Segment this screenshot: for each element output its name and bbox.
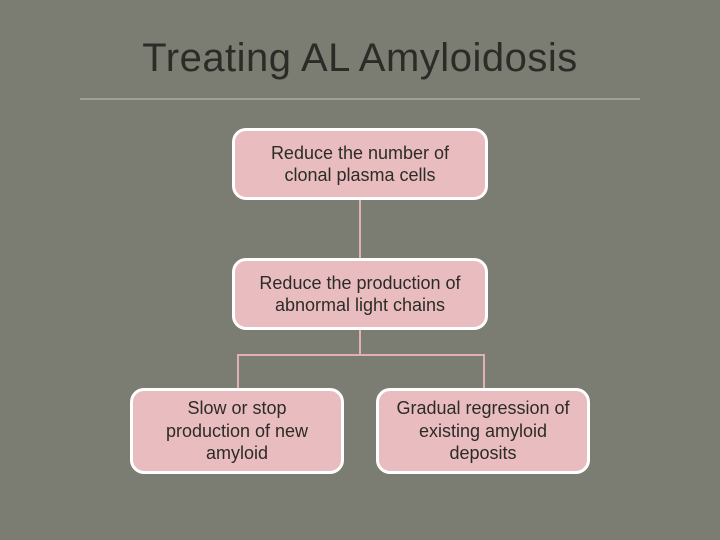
slide-title: Treating AL Amyloidosis xyxy=(0,36,720,81)
edge-to-n4 xyxy=(483,354,485,388)
node-gradual-regression: Gradual regression of existing amyloid d… xyxy=(376,388,590,474)
node-slow-production: Slow or stop production of new amyloid xyxy=(130,388,344,474)
edge-n1-n2 xyxy=(359,200,361,258)
node-label: Reduce the number of clonal plasma cells xyxy=(249,142,471,187)
node-reduce-light-chains: Reduce the production of abnormal light … xyxy=(232,258,488,330)
slide: Treating AL Amyloidosis Reduce the numbe… xyxy=(0,0,720,540)
node-reduce-clonal-cells: Reduce the number of clonal plasma cells xyxy=(232,128,488,200)
node-label: Reduce the production of abnormal light … xyxy=(249,272,471,317)
edge-split-horizontal xyxy=(237,354,483,356)
node-label: Slow or stop production of new amyloid xyxy=(147,397,327,465)
title-underline xyxy=(80,98,640,100)
node-label: Gradual regression of existing amyloid d… xyxy=(393,397,573,465)
edge-to-n3 xyxy=(237,354,239,388)
edge-n2-down xyxy=(359,330,361,354)
